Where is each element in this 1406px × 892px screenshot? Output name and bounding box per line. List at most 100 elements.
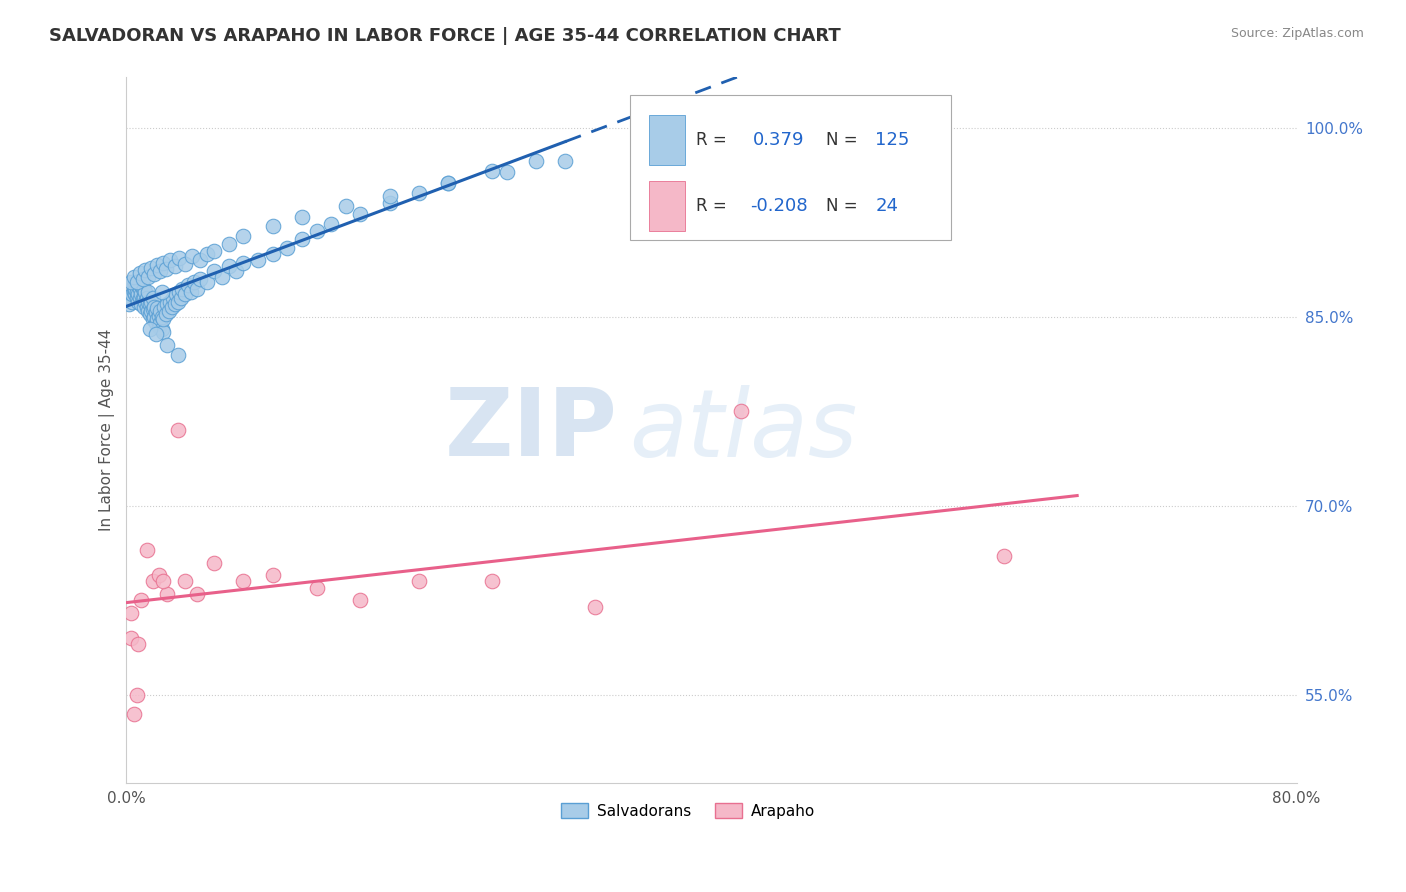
Point [150,322,173,336]
Point [437,176,460,190]
Point [183,275,205,289]
Point [131,272,153,286]
Point [195,275,218,289]
Point [180,285,202,299]
Point [157,303,180,318]
Y-axis label: In Labor Force | Age 35-44: In Labor Force | Age 35-44 [100,329,115,532]
Point [129,593,152,607]
Text: 24: 24 [876,197,898,215]
Point [437,176,460,190]
Point [166,348,188,362]
Point [218,260,240,274]
Point [554,153,576,168]
Point [142,291,165,305]
Point [150,310,173,324]
Point [143,267,166,281]
Point [138,294,160,309]
Point [305,581,328,595]
Text: N =: N = [827,197,863,215]
Point [232,229,254,244]
Point [120,275,142,289]
Point [141,260,163,275]
Point [202,244,225,259]
Point [163,260,186,274]
Point [125,275,148,289]
Point [148,309,170,323]
Point [139,322,162,336]
Point [188,253,211,268]
Point [149,303,172,318]
Point [124,287,146,301]
Point [125,285,148,299]
Point [152,312,174,326]
Point [291,211,314,225]
Point [524,153,547,168]
Point [167,285,190,299]
Point [127,294,149,309]
Point [165,287,187,301]
Point [145,305,167,319]
Text: R =: R = [696,197,733,215]
Point [202,556,225,570]
Point [145,327,167,342]
Point [127,287,149,301]
Point [131,282,153,296]
Point [169,291,191,305]
Point [128,266,150,280]
Point [149,316,172,330]
Point [121,294,143,309]
Point [120,291,142,305]
Point [136,543,159,558]
Point [148,320,170,334]
Point [139,307,162,321]
Point [142,312,165,326]
Point [152,255,174,269]
Point [149,264,172,278]
Point [262,247,284,261]
Point [118,297,141,311]
Point [153,300,176,314]
Point [349,206,371,220]
Point [181,249,204,263]
Point [186,282,208,296]
Point [211,269,233,284]
Point [583,599,606,614]
Point [142,574,165,589]
Point [155,307,177,321]
Point [152,574,174,589]
Point [138,285,160,299]
Point [159,253,181,268]
Point [122,706,145,721]
Point [138,303,160,318]
Point [125,688,148,702]
Point [142,302,165,317]
Point [159,294,181,309]
Point [156,587,179,601]
Text: 125: 125 [876,131,910,149]
Point [136,291,159,305]
Point [202,264,225,278]
Point [124,282,146,296]
Point [262,219,284,233]
Point [408,574,430,589]
Point [155,262,177,277]
Point [136,300,159,314]
Text: R =: R = [696,131,738,149]
Point [122,285,145,299]
Point [291,232,314,246]
Point [188,272,211,286]
FancyBboxPatch shape [650,181,685,231]
Point [186,587,208,601]
FancyBboxPatch shape [650,115,685,165]
Point [174,574,197,589]
Point [122,269,145,284]
Point [247,253,270,268]
Point [124,275,146,289]
FancyBboxPatch shape [630,95,952,240]
Text: Source: ZipAtlas.com: Source: ZipAtlas.com [1230,27,1364,40]
Point [162,291,184,305]
Point [378,196,401,211]
Point [127,637,149,651]
Point [225,264,247,278]
Point [166,294,188,309]
